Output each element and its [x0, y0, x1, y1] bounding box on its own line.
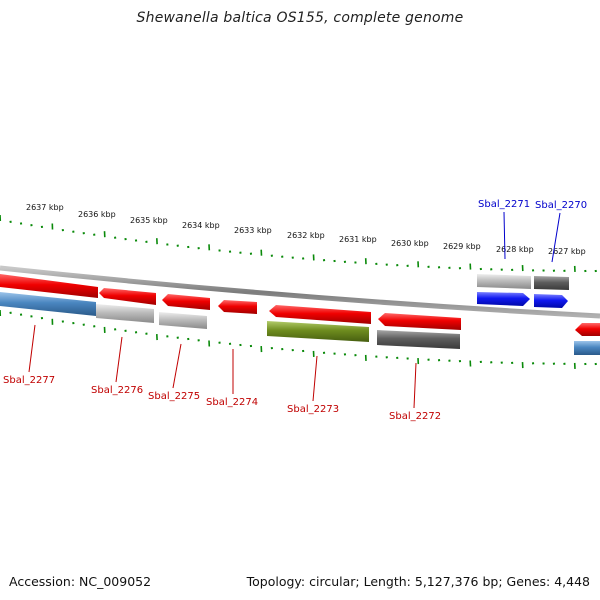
gene-arrow-sbal-2277[interactable]: [0, 274, 98, 298]
gene-label-sbal-2274[interactable]: Sbal_2274: [206, 397, 258, 408]
gene-arrow-sbal-2275[interactable]: [162, 294, 210, 310]
ruler-label-2634: 2634 kbp: [182, 221, 220, 230]
gene-label-sbal-2273[interactable]: Sbal_2273: [287, 404, 339, 415]
accession-text: Accession: NC_009052: [9, 574, 152, 589]
genome-summary-text: Topology: circular; Length: 5,127,376 bp…: [246, 574, 590, 589]
gene-labels: Sbal_2271 Sbal_2270 Sbal_2277 Sbal_2276 …: [3, 199, 587, 422]
outer-ruler-ticks: [0, 214, 597, 273]
inner-ruler-ticks: [0, 309, 597, 369]
feature-block-light-3: [477, 274, 531, 289]
gene-label-sbal-2271[interactable]: Sbal_2271: [478, 199, 530, 210]
feature-block-olive: [267, 321, 369, 342]
gene-label-sbal-2275[interactable]: Sbal_2275: [148, 391, 200, 402]
ruler-label-2637: 2637 kbp: [26, 203, 64, 212]
gene-arrow-sbal-2270[interactable]: [534, 294, 568, 308]
forward-strand-genes: [0, 274, 600, 336]
gene-label-leaders: [28, 211, 561, 409]
annotation-feature-blocks: [0, 274, 600, 355]
feature-block-steel: [0, 292, 96, 316]
ruler-label-2627: 2627 kbp: [548, 247, 586, 256]
gene-arrow-right-edge[interactable]: [575, 323, 600, 336]
feature-block-dark-2: [534, 276, 569, 290]
gene-label-sbal-2270[interactable]: Sbal_2270: [535, 200, 587, 211]
ruler-label-2630: 2630 kbp: [391, 239, 429, 248]
gene-arrow-sbal-2272[interactable]: [378, 313, 461, 330]
feature-block-light-2: [159, 312, 207, 329]
ruler-label-2636: 2636 kbp: [78, 210, 116, 219]
ruler-label-2633: 2633 kbp: [234, 226, 272, 235]
feature-block-light-1: [96, 304, 154, 323]
feature-block-dark-1: [377, 330, 460, 349]
gene-arrow-sbal-2273[interactable]: [269, 305, 371, 324]
gene-label-sbal-2277[interactable]: Sbal_2277: [3, 375, 55, 386]
ruler-label-2631: 2631 kbp: [339, 235, 377, 244]
ruler-label-2632: 2632 kbp: [287, 231, 325, 240]
feature-block-steel-edge: [574, 341, 600, 355]
ruler-labels: 2637 kbp 2636 kbp 2635 kbp 2634 kbp 2633…: [26, 203, 586, 256]
map-title: Shewanella baltica OS155, complete genom…: [136, 10, 464, 26]
ruler-label-2635: 2635 kbp: [130, 216, 168, 225]
ruler-label-2629: 2629 kbp: [443, 242, 481, 251]
genome-backbone: [0, 265, 600, 319]
gene-label-sbal-2272[interactable]: Sbal_2272: [389, 411, 441, 422]
ruler-label-2628: 2628 kbp: [496, 245, 534, 254]
gene-label-sbal-2276[interactable]: Sbal_2276: [91, 385, 143, 396]
gene-arrow-sbal-2271[interactable]: [477, 292, 530, 306]
gene-arrow-sbal-2276[interactable]: [99, 288, 156, 305]
gene-arrow-sbal-2274[interactable]: [218, 300, 257, 314]
